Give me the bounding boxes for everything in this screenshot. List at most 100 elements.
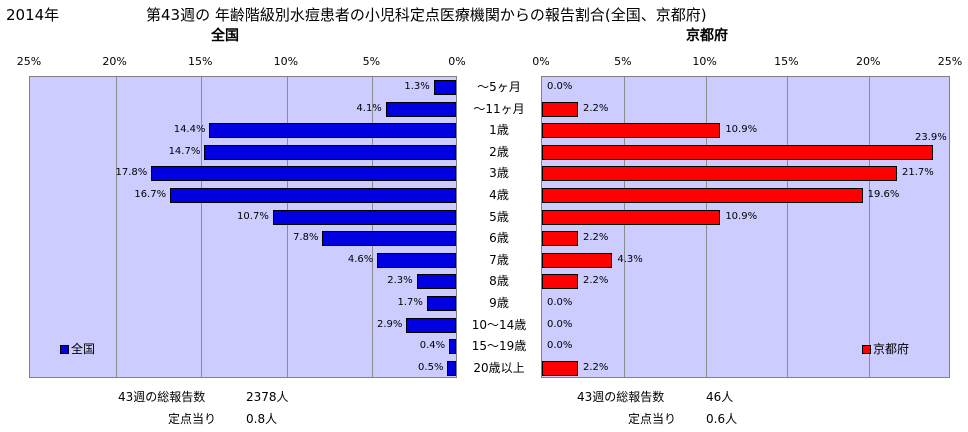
kyoto-legend: 京都府 <box>862 340 909 357</box>
kyoto-total-label: 43週の総報告数 <box>577 390 665 404</box>
national-panel-title: 全国 <box>211 28 239 44</box>
national-value-label: 1.3% <box>404 81 430 92</box>
national-value-label: 0.5% <box>418 361 444 373</box>
national-bar <box>416 274 456 290</box>
category-label: 10～14歳 <box>471 317 527 332</box>
kyoto-value-label: 19.6% <box>867 189 900 200</box>
category-label: 20歳以上 <box>473 360 525 375</box>
national-value-label: 14.7% <box>168 145 201 157</box>
kyoto-bar <box>542 101 578 117</box>
national-tick-label: 20% <box>102 55 127 68</box>
kyoto-value-label: 0.0% <box>547 318 573 330</box>
national-total-label: 43週の総報告数 <box>118 390 206 404</box>
national-per-value: 0.8人 <box>246 412 278 426</box>
national-legend-label: 全国 <box>71 342 96 356</box>
national-value-label: 4.1% <box>356 102 382 114</box>
national-value-label: 2.9% <box>376 318 403 330</box>
category-label: 3歳 <box>489 166 509 181</box>
kyoto-value-label: 2.2% <box>582 232 609 244</box>
national-tick-label: 15% <box>187 55 213 68</box>
national-gridline <box>201 77 203 377</box>
kyoto-per-label: 定点当り <box>628 412 677 426</box>
kyoto-value-label: 2.2% <box>582 361 609 373</box>
kyoto-tick-label: 0% <box>532 55 550 68</box>
national-bar <box>449 339 456 355</box>
national-bar <box>209 123 456 139</box>
national-value-label: 0.4% <box>419 340 446 352</box>
kyoto-value-label: 0.0% <box>547 81 573 92</box>
national-tick-label: 10% <box>273 55 299 68</box>
kyoto-value-label: 10.9% <box>725 210 758 222</box>
kyoto-legend-label: 京都府 <box>873 342 910 356</box>
category-label: 7歳 <box>489 252 509 267</box>
kyoto-total-value: 46人 <box>706 390 734 404</box>
national-value-label: 7.8% <box>293 232 319 244</box>
kyoto-per-value: 0.6人 <box>706 412 738 426</box>
national-value-label: 1.7% <box>397 297 423 308</box>
national-value-label: 2.3% <box>387 275 413 287</box>
category-label: 2歳 <box>489 144 509 159</box>
national-tick-label: 25% <box>16 55 42 68</box>
kyoto-value-label: 0.0% <box>547 340 573 352</box>
chart-title: 第43週の 年齢階級別水痘患者の小児科定点医療機関からの報告割合(全国、京都府) <box>146 6 707 24</box>
national-gridline <box>115 77 117 377</box>
kyoto-bar <box>542 209 721 225</box>
kyoto-bar <box>542 274 578 290</box>
national-bar <box>151 166 456 182</box>
category-label: 15～19歳 <box>471 339 527 354</box>
kyoto-plot-area: 0.0% 2.2% 10.9% 23.9% 21.7% 19.6% 10.9% 2.2% 4.3… <box>541 76 950 378</box>
national-bar <box>170 188 456 203</box>
national-tick-label: 5% <box>362 55 381 68</box>
national-bar <box>322 231 456 247</box>
national-value-label: 10.7% <box>237 210 269 222</box>
kyoto-value-label: 2.2% <box>582 102 609 114</box>
kyoto-legend-swatch <box>862 345 871 354</box>
national-bar <box>406 317 456 333</box>
year-label: 2014年 <box>6 6 60 24</box>
national-gridline <box>372 77 374 377</box>
national-value-label: 16.7% <box>134 189 167 200</box>
kyoto-value-label: 0.0% <box>547 297 573 308</box>
kyoto-bar <box>542 123 721 139</box>
kyoto-bar <box>542 252 613 268</box>
kyoto-bar <box>542 144 933 160</box>
national-plot-area: 1.3% 4.1% 14.4% 14.7% 17.8% 16.7% 10.7% 7.8% 4.6… <box>29 76 457 378</box>
national-bar <box>272 209 456 225</box>
kyoto-bar <box>542 231 578 247</box>
national-value-label: 4.6% <box>347 253 374 265</box>
national-bar <box>433 80 456 95</box>
kyoto-gridline <box>787 77 789 377</box>
category-label: ～5ヶ月 <box>477 80 521 94</box>
category-label: 6歳 <box>489 231 509 246</box>
kyoto-gridline <box>869 77 871 377</box>
kyoto-value-label: 21.7% <box>902 167 934 179</box>
national-bar <box>447 360 456 376</box>
category-label: ～11ヶ月 <box>473 101 525 116</box>
national-total-value: 2378人 <box>246 390 289 404</box>
national-bar <box>426 296 456 311</box>
kyoto-tick-label: 20% <box>855 55 881 68</box>
national-bar <box>377 252 456 268</box>
kyoto-bar <box>542 360 578 376</box>
kyoto-tick-label: 5% <box>614 55 632 68</box>
category-label: 1歳 <box>489 123 509 138</box>
national-legend: 全国 <box>60 340 95 357</box>
category-label: 8歳 <box>489 274 509 289</box>
kyoto-gridline <box>623 77 625 377</box>
kyoto-tick-label: 25% <box>937 55 963 68</box>
category-label: 4歳 <box>489 188 509 202</box>
national-bar <box>204 144 456 160</box>
kyoto-value-label: 10.9% <box>725 124 758 136</box>
category-label: 5歳 <box>489 209 509 224</box>
national-bar <box>385 101 456 117</box>
kyoto-gridline <box>705 77 707 377</box>
national-tick-label: 0% <box>448 55 466 68</box>
kyoto-bar <box>542 188 863 203</box>
national-value-label: 17.8% <box>115 167 148 179</box>
kyoto-value-label: 23.9% <box>915 131 947 143</box>
national-legend-swatch <box>60 345 69 354</box>
kyoto-value-label: 4.3% <box>617 253 643 265</box>
kyoto-bar <box>542 166 897 182</box>
category-label: 9歳 <box>489 296 509 310</box>
national-per-label: 定点当り <box>168 412 217 426</box>
